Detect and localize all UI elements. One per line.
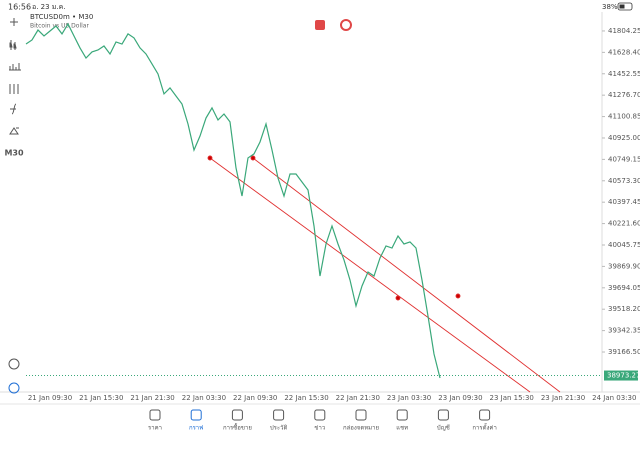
y-tick-label: 41628.40 [608, 48, 640, 56]
x-tick-label: 21 Jan 21:30 [130, 394, 174, 402]
tab-icon[interactable] [149, 409, 161, 421]
x-tick-label: 23 Jan 09:30 [438, 394, 482, 402]
x-tick-label: 23 Jan 03:30 [387, 394, 431, 402]
volume-tool[interactable] [9, 63, 21, 71]
tab-icon[interactable] [273, 409, 285, 421]
y-tick-label: 39166.50 [608, 348, 640, 356]
symbol-subtitle: Bitcoin vs US Dollar [30, 23, 89, 30]
y-tick-label: 40221.60 [608, 220, 640, 228]
symbol-title: BTCUSD0m • M30 [30, 13, 93, 21]
y-tick-label: 40397.45 [608, 198, 640, 206]
x-tick-label: 22 Jan 15:30 [284, 394, 328, 402]
y-tick-label: 41452.55 [608, 70, 640, 78]
candles-tool[interactable] [9, 40, 17, 50]
alerts-tool[interactable] [8, 358, 20, 370]
crosshair-tool[interactable] [10, 18, 18, 26]
tab-label[interactable]: กล่องจดหมาย [343, 425, 379, 432]
x-tick-label: 23 Jan 21:30 [541, 394, 585, 402]
channel-anchor [250, 155, 256, 161]
x-tick-label: 21 Jan 09:30 [28, 394, 72, 402]
x-tick-label: 21 Jan 15:30 [79, 394, 123, 402]
tab-icon[interactable] [190, 409, 202, 421]
tab-icon[interactable] [314, 409, 326, 421]
objects-tool[interactable] [9, 127, 19, 135]
y-tick-label: 39694.05 [608, 284, 640, 292]
y-tick-label: 39869.90 [608, 262, 640, 270]
status-date: อ. 23 ม.ค. [32, 3, 66, 11]
tab-icon[interactable] [231, 409, 243, 421]
y-tick-label: 40045.75 [608, 241, 640, 249]
trend-channel [207, 155, 561, 393]
indicators-tool[interactable] [9, 84, 19, 94]
depth-icon[interactable] [340, 19, 352, 31]
battery-level [619, 4, 625, 9]
tab-label[interactable]: กราฟ [189, 425, 203, 432]
tab-icon[interactable] [396, 409, 408, 421]
y-tick-label: 39342.35 [608, 327, 640, 335]
y-tick-label: 40749.15 [608, 155, 640, 163]
tab-label[interactable]: บัญชี [437, 424, 450, 432]
y-tick-label: 41276.70 [608, 91, 640, 99]
trade-tool[interactable] [8, 382, 20, 394]
tab-icon[interactable] [479, 409, 491, 421]
tab-label[interactable]: แชท [396, 425, 408, 432]
y-tick-label: 41804.25 [608, 27, 640, 35]
channel-line [209, 157, 531, 393]
y-tick-label: 41100.85 [608, 113, 640, 121]
channel-anchor [207, 155, 213, 161]
tab-icon[interactable] [437, 409, 449, 421]
x-tick-label: 22 Jan 09:30 [233, 394, 277, 402]
x-tick-label: 22 Jan 21:30 [336, 394, 380, 402]
status-battery: 38% [602, 3, 618, 11]
tab-label[interactable]: การซื้อขาย [223, 422, 252, 432]
function-tool[interactable] [10, 103, 17, 115]
tab-label[interactable]: ราคา [148, 425, 162, 432]
status-time: 16:56 [8, 3, 31, 12]
one-click-icon[interactable] [315, 20, 325, 30]
y-tick-label: 39518.20 [608, 305, 640, 313]
x-tick-label: 22 Jan 03:30 [182, 394, 226, 402]
x-tick-label: 24 Jan 03:30 [592, 394, 636, 402]
timeframe-button[interactable]: M30 [4, 149, 24, 158]
price-line [25, 22, 441, 379]
tab-label[interactable]: การตั้งค่า [472, 422, 496, 432]
tab-label[interactable]: ประวัติ [270, 425, 288, 432]
y-tick-label: 40573.30 [608, 177, 640, 185]
battery-icon [617, 2, 633, 11]
y-tick-label: 40925.00 [608, 134, 640, 142]
tab-icon[interactable] [355, 409, 367, 421]
last-price-badge [604, 370, 638, 381]
tab-label[interactable]: ข่าว [314, 425, 325, 432]
channel-anchor [395, 295, 401, 301]
x-tick-label: 23 Jan 15:30 [490, 394, 534, 402]
left-toolbar [8, 18, 21, 394]
last-price-label: 38973.27 [607, 372, 640, 380]
channel-anchor [455, 293, 461, 299]
channel-line [252, 157, 561, 393]
